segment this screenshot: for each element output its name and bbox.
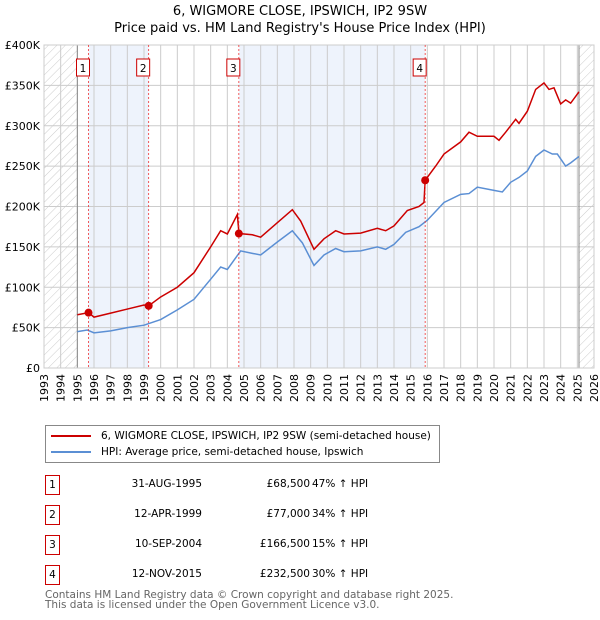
sale-price: £77,000 [266, 508, 310, 520]
x-tick-label: 2008 [288, 374, 301, 402]
x-tick-label: 1999 [138, 374, 151, 402]
footer-line: Contains HM Land Registry data © Crown c… [45, 589, 454, 601]
x-tick-label: 2006 [255, 374, 268, 402]
sale-point [84, 308, 93, 317]
sale-number: 3 [45, 535, 60, 555]
sale-number: 2 [45, 505, 60, 525]
x-tick-label: 2017 [438, 374, 451, 402]
x-tick-label: 2002 [188, 374, 201, 402]
chart-title: 6, WIGMORE CLOSE, IPSWICH, IP2 9SW [172, 4, 428, 19]
y-tick-label: £100K [5, 281, 41, 294]
x-tick-label: 2014 [388, 374, 401, 402]
sale-hpi-change: 47% ↑ HPI [312, 478, 369, 490]
x-tick-label: 2026 [588, 374, 600, 402]
y-tick-label: £400K [5, 39, 41, 52]
x-tick-label: 2005 [238, 374, 251, 402]
legend-label: 6, WIGMORE CLOSE, IPSWICH, IP2 9SW (semi… [101, 430, 431, 442]
x-tick-label: 2015 [405, 374, 418, 402]
x-tick-label: 1993 [38, 374, 51, 402]
x-tick-label: 2001 [171, 374, 184, 402]
sale-row: 3 10-SEP-2004 £166,500 15% ↑ HPI [45, 535, 445, 555]
legend-item-hpi: HPI: Average price, semi-detached house,… [51, 446, 363, 458]
sale-date: 12-NOV-2015 [131, 568, 202, 580]
x-tick-label: 2016 [421, 374, 434, 402]
x-tick-label: 2007 [271, 374, 284, 402]
sale-label: 3 [230, 63, 237, 75]
x-tick-label: 2023 [538, 374, 551, 402]
y-tick-label: £150K [5, 241, 41, 254]
x-tick-label: 2003 [205, 374, 218, 402]
x-tick-label: 2025 [571, 374, 584, 402]
x-tick-label: 1996 [88, 374, 101, 402]
chart-subtitle: Price paid vs. HM Land Registry's House … [114, 21, 486, 36]
sale-row: 4 12-NOV-2015 £232,500 30% ↑ HPI [45, 565, 445, 585]
x-tick-label: 1995 [71, 374, 84, 402]
sale-price: £166,500 [259, 538, 310, 550]
legend-label: HPI: Average price, semi-detached house,… [101, 446, 364, 458]
x-tick-label: 1998 [121, 374, 134, 402]
footer-line: This data is licensed under the Open Gov… [45, 599, 380, 611]
y-tick-label: £50K [12, 322, 41, 335]
sale-label: 2 [140, 63, 147, 75]
sale-label-box [136, 58, 151, 77]
sale-label: 1 [80, 63, 87, 75]
x-tick-label: 2000 [155, 374, 168, 402]
legend-swatch [51, 451, 91, 453]
series-line [77, 81, 580, 318]
sale-hpi-change: 30% ↑ HPI [312, 568, 369, 580]
y-tick-label: £0 [26, 362, 40, 375]
x-tick-label: 2024 [555, 374, 568, 402]
sale-point [144, 301, 153, 310]
legend-swatch [51, 435, 91, 437]
price-chart: 1993 1994 1995 1996 1997 1998 1999 2000 2001 2002… [5, 39, 600, 402]
sale-hpi-change: 34% ↑ HPI [312, 508, 369, 520]
footer: Contains HM Land Registry data © Crown c… [45, 589, 454, 611]
x-tick-label: 2022 [521, 374, 534, 402]
sale-label-box [76, 58, 90, 77]
legend: 6, WIGMORE CLOSE, IPSWICH, IP2 9SW (semi… [45, 425, 440, 463]
sale-label: 4 [416, 63, 423, 75]
y-tick-label: £200K [5, 201, 41, 214]
x-tick-label: 2018 [455, 374, 468, 402]
sale-label-box [412, 58, 427, 77]
x-tick-label: 2013 [371, 374, 384, 402]
x-tick-label: 1994 [55, 374, 68, 402]
sale-hpi-change: 15% ↑ HPI [312, 538, 369, 550]
y-tick-label: £300K [5, 120, 41, 133]
x-tick-label: 2004 [221, 374, 234, 402]
sale-label-box [226, 58, 241, 77]
sale-number: 1 [45, 475, 60, 495]
x-tick-label: 2012 [355, 374, 368, 402]
series-line [77, 149, 580, 334]
x-tick-label: 2010 [321, 374, 334, 402]
y-tick-label: £250K [5, 160, 41, 173]
y-tick-label: £350K [5, 79, 41, 92]
sale-price: £232,500 [259, 568, 310, 580]
sale-point [234, 229, 243, 238]
sale-date: 10-SEP-2004 [134, 538, 202, 550]
sale-price: £68,500 [266, 478, 310, 490]
sale-number: 4 [45, 565, 60, 585]
sale-point [421, 176, 430, 185]
sale-date: 31-AUG-1995 [131, 478, 202, 490]
sale-row: 1 31-AUG-1995 £68,500 47% ↑ HPI [45, 475, 445, 495]
sale-row: 2 12-APR-1999 £77,000 34% ↑ HPI [45, 505, 445, 525]
x-tick-label: 2009 [305, 374, 318, 402]
sale-date: 12-APR-1999 [134, 508, 202, 520]
x-tick-label: 2020 [488, 374, 501, 402]
x-tick-label: 2021 [505, 374, 518, 402]
x-tick-label: 1997 [105, 374, 118, 402]
legend-item-property: 6, WIGMORE CLOSE, IPSWICH, IP2 9SW (semi… [51, 430, 431, 442]
x-tick-label: 2019 [471, 374, 484, 402]
plot-frame [43, 44, 595, 369]
x-tick-label: 2011 [338, 374, 351, 402]
